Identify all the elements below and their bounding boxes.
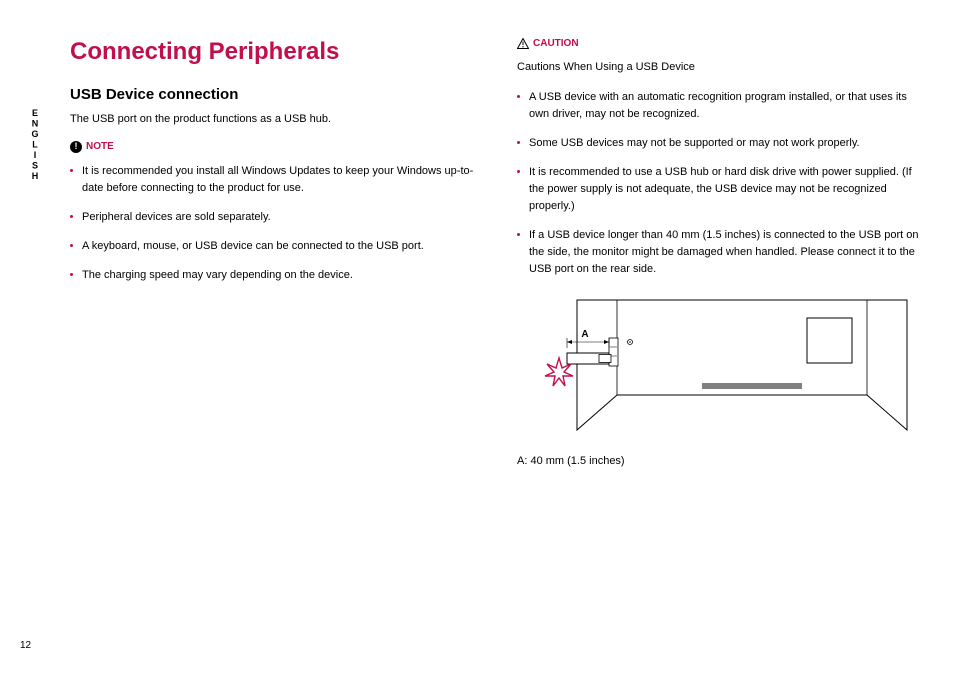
caution-title: Cautions When Using a USB Device	[517, 59, 924, 77]
list-item: A keyboard, mouse, or USB device can be …	[70, 238, 477, 255]
list-item: The charging speed may vary depending on…	[70, 267, 477, 284]
caution-list: A USB device with an automatic recogniti…	[517, 89, 924, 278]
note-icon: !	[70, 141, 82, 153]
list-item: Some USB devices may not be supported or…	[517, 135, 924, 152]
note-header: ! NOTE	[70, 141, 477, 153]
intro-text: The USB port on the product functions as…	[70, 111, 477, 129]
list-item: It is recommended to use a USB hub or ha…	[517, 164, 924, 215]
list-item: Peripheral devices are sold separately.	[70, 209, 477, 226]
list-item: It is recommended you install all Window…	[70, 163, 477, 197]
diagram-caption: A: 40 mm (1.5 inches)	[517, 455, 924, 467]
caution-header: CAUTION	[517, 38, 924, 49]
usb-diagram: A A: 40 mm (1.5 inches)	[517, 290, 924, 467]
language-label: ENGLISH	[30, 108, 40, 182]
list-item: If a USB device longer than 40 mm (1.5 i…	[517, 227, 924, 278]
page-number: 12	[20, 640, 31, 651]
dim-label-a: A	[581, 329, 588, 340]
manual-page: ENGLISH Connecting Peripherals USB Devic…	[0, 0, 954, 673]
left-column: Connecting Peripherals USB Device connec…	[70, 38, 477, 467]
content-columns: Connecting Peripherals USB Device connec…	[70, 38, 924, 467]
note-list: It is recommended you install all Window…	[70, 163, 477, 284]
section-subtitle: USB Device connection	[70, 86, 477, 103]
caution-icon	[517, 38, 529, 49]
note-label: NOTE	[86, 141, 114, 152]
caution-label: CAUTION	[533, 38, 579, 49]
list-item: A USB device with an automatic recogniti…	[517, 89, 924, 123]
page-title: Connecting Peripherals	[70, 38, 477, 66]
right-column: CAUTION Cautions When Using a USB Device…	[517, 38, 924, 467]
